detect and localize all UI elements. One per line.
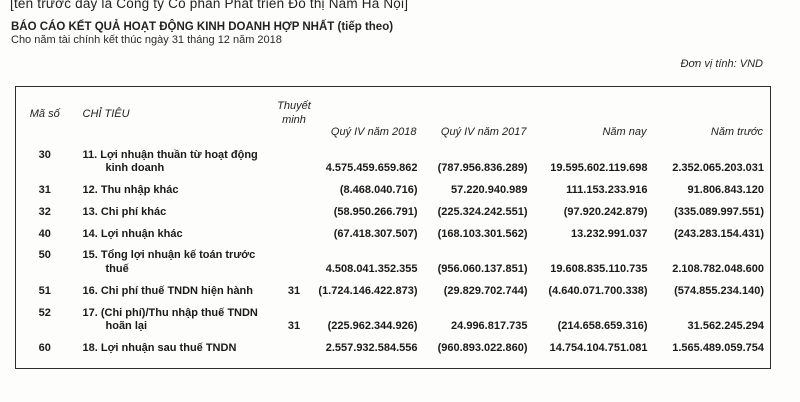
thuyet-minh-cell [271, 334, 318, 368]
value-nam-truoc: (574.855.234.140) [674, 284, 764, 297]
value-nam-nay: 111.153.233.916 [566, 184, 648, 196]
thuyet-minh-cell [271, 220, 318, 242]
report-title: BÁO CÁO KẾT QUẢ HOẠT ĐỘNG KINH DOANH HỢP… [11, 21, 394, 33]
table-row: 32 13. Chi phí khác (58.950.266.791) (22… [16, 198, 771, 220]
value-q4-2017: (29.829.702.744) [443, 284, 528, 297]
row-label: 11. Lợi nhuận thuần từ hoạt động kinh do… [82, 148, 258, 175]
thuyet-minh-cell: 31 [287, 284, 301, 297]
thuyet-minh-cell [271, 141, 318, 177]
header-ma-so: Mã số [29, 107, 60, 120]
table-header-row: Mã số CHỈ TIÊU Thuyết minh Quý IV năm 20… [16, 87, 771, 141]
row-label: 16. Chi phí thuế TNDN hiện hành [82, 284, 254, 297]
table-row: 52 17. (Chi phí)/Thu nhập thuế TNDN hoãn… [16, 299, 771, 335]
header-thuyet-minh: Thuyết minh [277, 100, 311, 126]
ma-so-cell: 52 [38, 306, 51, 319]
ma-so-cell: 51 [38, 284, 51, 297]
currency-unit-note: Đơn vị tính: VND [680, 58, 763, 70]
row-label: 17. (Chi phí)/Thu nhập thuế TNDN hoãn lạ… [82, 306, 258, 333]
table-row: 30 11. Lợi nhuận thuần từ hoạt động kinh… [16, 141, 771, 177]
value-q4-2017: 57.220.940.989 [451, 184, 528, 196]
value-nam-truoc: 2.352.065.203.031 [672, 162, 764, 175]
table-row: 50 15. Tổng lợi nhuận kế toán trước thuế… [16, 241, 771, 277]
thuyet-minh-cell [271, 241, 318, 277]
value-nam-truoc: 1.565.489.059.754 [672, 342, 764, 354]
value-q4-2018: 2.557.932.584.556 [325, 342, 418, 354]
value-q4-2017: (168.103.301.562) [437, 227, 528, 240]
header-nam-truoc: Năm trước [710, 125, 763, 138]
income-statement-table: Mã số CHỈ TIÊU Thuyết minh Quý IV năm 20… [15, 86, 771, 369]
row-label: 15. Tổng lợi nhuận kế toán trước thuế [82, 249, 256, 275]
value-nam-truoc: 31.562.245.294 [687, 320, 764, 333]
chi-tieu-cell: 12. Thu nhập khác [74, 176, 271, 198]
chi-tieu-cell: 18. Lợi nhuận sau thuế TNDN [74, 334, 271, 368]
value-q4-2018: (58.950.266.791) [333, 205, 418, 218]
value-nam-nay: 19.608.835.110.735 [550, 263, 648, 275]
value-q4-2018: (1.724.146.422.873) [318, 284, 418, 297]
ma-so-cell: 30 [38, 148, 51, 161]
ma-so-cell: 40 [38, 227, 51, 240]
table-row: 60 18. Lợi nhuận sau thuế TNDN 2.557.932… [16, 334, 771, 368]
table-row: 31 12. Thu nhập khác (8.468.040.716) 57.… [16, 176, 771, 198]
value-nam-nay: (4.640.071.700.338) [548, 284, 648, 297]
value-q4-2017: (787.956.836.289) [437, 162, 528, 175]
value-nam-nay: 14.754.104.751.081 [549, 342, 648, 354]
header-quy-iv-2018: Quý IV năm 2018 [330, 125, 417, 138]
table-row: 40 14. Lợi nhuận khác (67.418.307.507) (… [16, 220, 771, 242]
value-nam-truoc: 91.806.843.120 [687, 184, 764, 196]
value-nam-truoc: 2.108.782.048.600 [672, 263, 764, 275]
chi-tieu-cell: 14. Lợi nhuận khác [74, 220, 271, 242]
value-q4-2018: 4.508.041.352.355 [325, 263, 418, 275]
ma-so-cell: 31 [38, 184, 51, 196]
value-nam-truoc: (335.089.997.551) [674, 205, 764, 218]
row-label: 14. Lợi nhuận khác [82, 227, 183, 240]
row-label: 12. Thu nhập khác [82, 184, 179, 196]
company-former-name: [tên trước đây là Công ty Cổ phần Phát t… [10, 0, 409, 11]
header-chi-tieu: CHỈ TIÊU [82, 107, 130, 120]
chi-tieu-cell: 17. (Chi phí)/Thu nhập thuế TNDN hoãn lạ… [74, 299, 271, 335]
report-period: Cho năm tài chính kết thúc ngày 31 tháng… [11, 34, 282, 46]
header-quy-iv-2017: Quý IV năm 2017 [440, 125, 527, 138]
value-q4-2018: (67.418.307.507) [333, 227, 418, 240]
table-row: 51 16. Chi phí thuế TNDN hiện hành 31 (1… [16, 277, 771, 299]
thuyet-minh-cell: 31 [287, 320, 301, 333]
chi-tieu-cell: 13. Chi phí khác [74, 198, 271, 220]
value-q4-2017: (960.893.022.860) [437, 342, 528, 354]
ma-so-cell: 50 [38, 249, 51, 262]
thuyet-minh-cell [271, 176, 318, 198]
value-q4-2018: 4.575.459.659.862 [325, 162, 418, 175]
thuyet-minh-cell [271, 198, 318, 220]
chi-tieu-cell: 16. Chi phí thuế TNDN hiện hành [74, 277, 271, 299]
value-nam-nay: (214.658.659.316) [557, 320, 648, 333]
ma-so-cell: 32 [38, 205, 51, 218]
value-q4-2018: (8.468.040.716) [339, 184, 418, 196]
value-q4-2017: (956.060.137.851) [437, 263, 528, 275]
row-label: 18. Lợi nhuận sau thuế TNDN [82, 342, 237, 354]
value-q4-2018: (225.962.344.926) [327, 320, 418, 333]
chi-tieu-cell: 15. Tổng lợi nhuận kế toán trước thuế [74, 241, 271, 277]
table-header: Mã số CHỈ TIÊU Thuyết minh Quý IV năm 20… [16, 87, 771, 141]
value-nam-nay: (97.920.242.879) [563, 205, 648, 218]
value-nam-nay: 19.595.602.119.698 [550, 162, 648, 175]
value-nam-truoc: (243.283.154.431) [674, 227, 764, 240]
value-nam-nay: 13.232.991.037 [571, 227, 648, 240]
ma-so-cell: 60 [38, 342, 51, 354]
value-q4-2017: (225.324.242.551) [437, 205, 528, 218]
table-body: 30 11. Lợi nhuận thuần từ hoạt động kinh… [16, 141, 771, 369]
value-q4-2017: 24.996.817.735 [451, 320, 528, 333]
chi-tieu-cell: 11. Lợi nhuận thuần từ hoạt động kinh do… [74, 141, 271, 177]
header-nam-nay: Năm nay [602, 125, 647, 138]
row-label: 13. Chi phí khác [82, 205, 167, 218]
